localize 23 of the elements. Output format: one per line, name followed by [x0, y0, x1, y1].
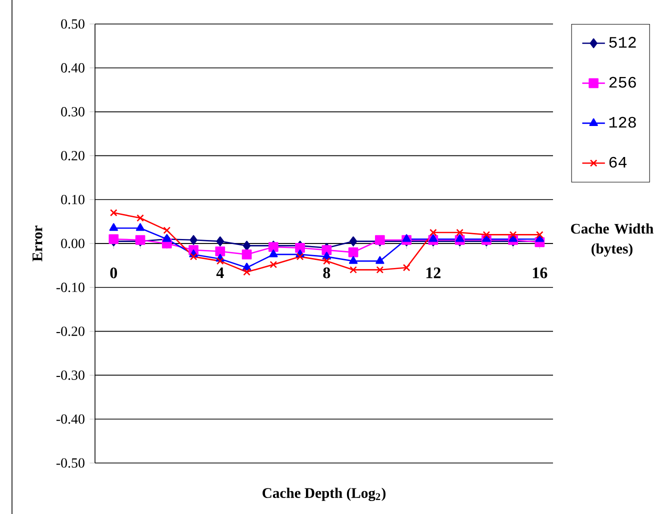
y-tick-label: -0.50: [56, 458, 84, 468]
y-axis-title: Error: [32, 226, 42, 262]
y-tick-label: 0.00: [61, 238, 84, 248]
y-tick-label: 0.10: [61, 194, 84, 204]
x-tick-label: 4: [216, 268, 224, 278]
y-tick-label: -0.20: [56, 326, 84, 336]
y-tick-label: 0.30: [61, 107, 84, 117]
legend-label: 512: [609, 36, 636, 48]
legend-label: 256: [609, 76, 636, 88]
y-tick-label: 0.20: [61, 150, 84, 160]
legend-label: 128: [609, 116, 636, 128]
y-tick-label: 0.40: [61, 63, 84, 73]
x-tick-label: 0: [110, 268, 118, 278]
y-tick-label: -0.10: [56, 282, 84, 292]
x-tick-label: 12: [426, 268, 440, 278]
x-tick-label: 16: [532, 268, 548, 278]
y-tick-label: -0.40: [56, 414, 84, 424]
x-tick-label: 8: [323, 268, 330, 278]
y-tick-label: 0.50: [61, 19, 84, 29]
legend-title: Cache Width (bytes): [571, 223, 654, 257]
legend-label: 64: [609, 156, 627, 168]
x-axis-title: Cache Depth (Log$_{2}$): [262, 488, 386, 502]
y-tick-label: -0.30: [56, 370, 84, 380]
